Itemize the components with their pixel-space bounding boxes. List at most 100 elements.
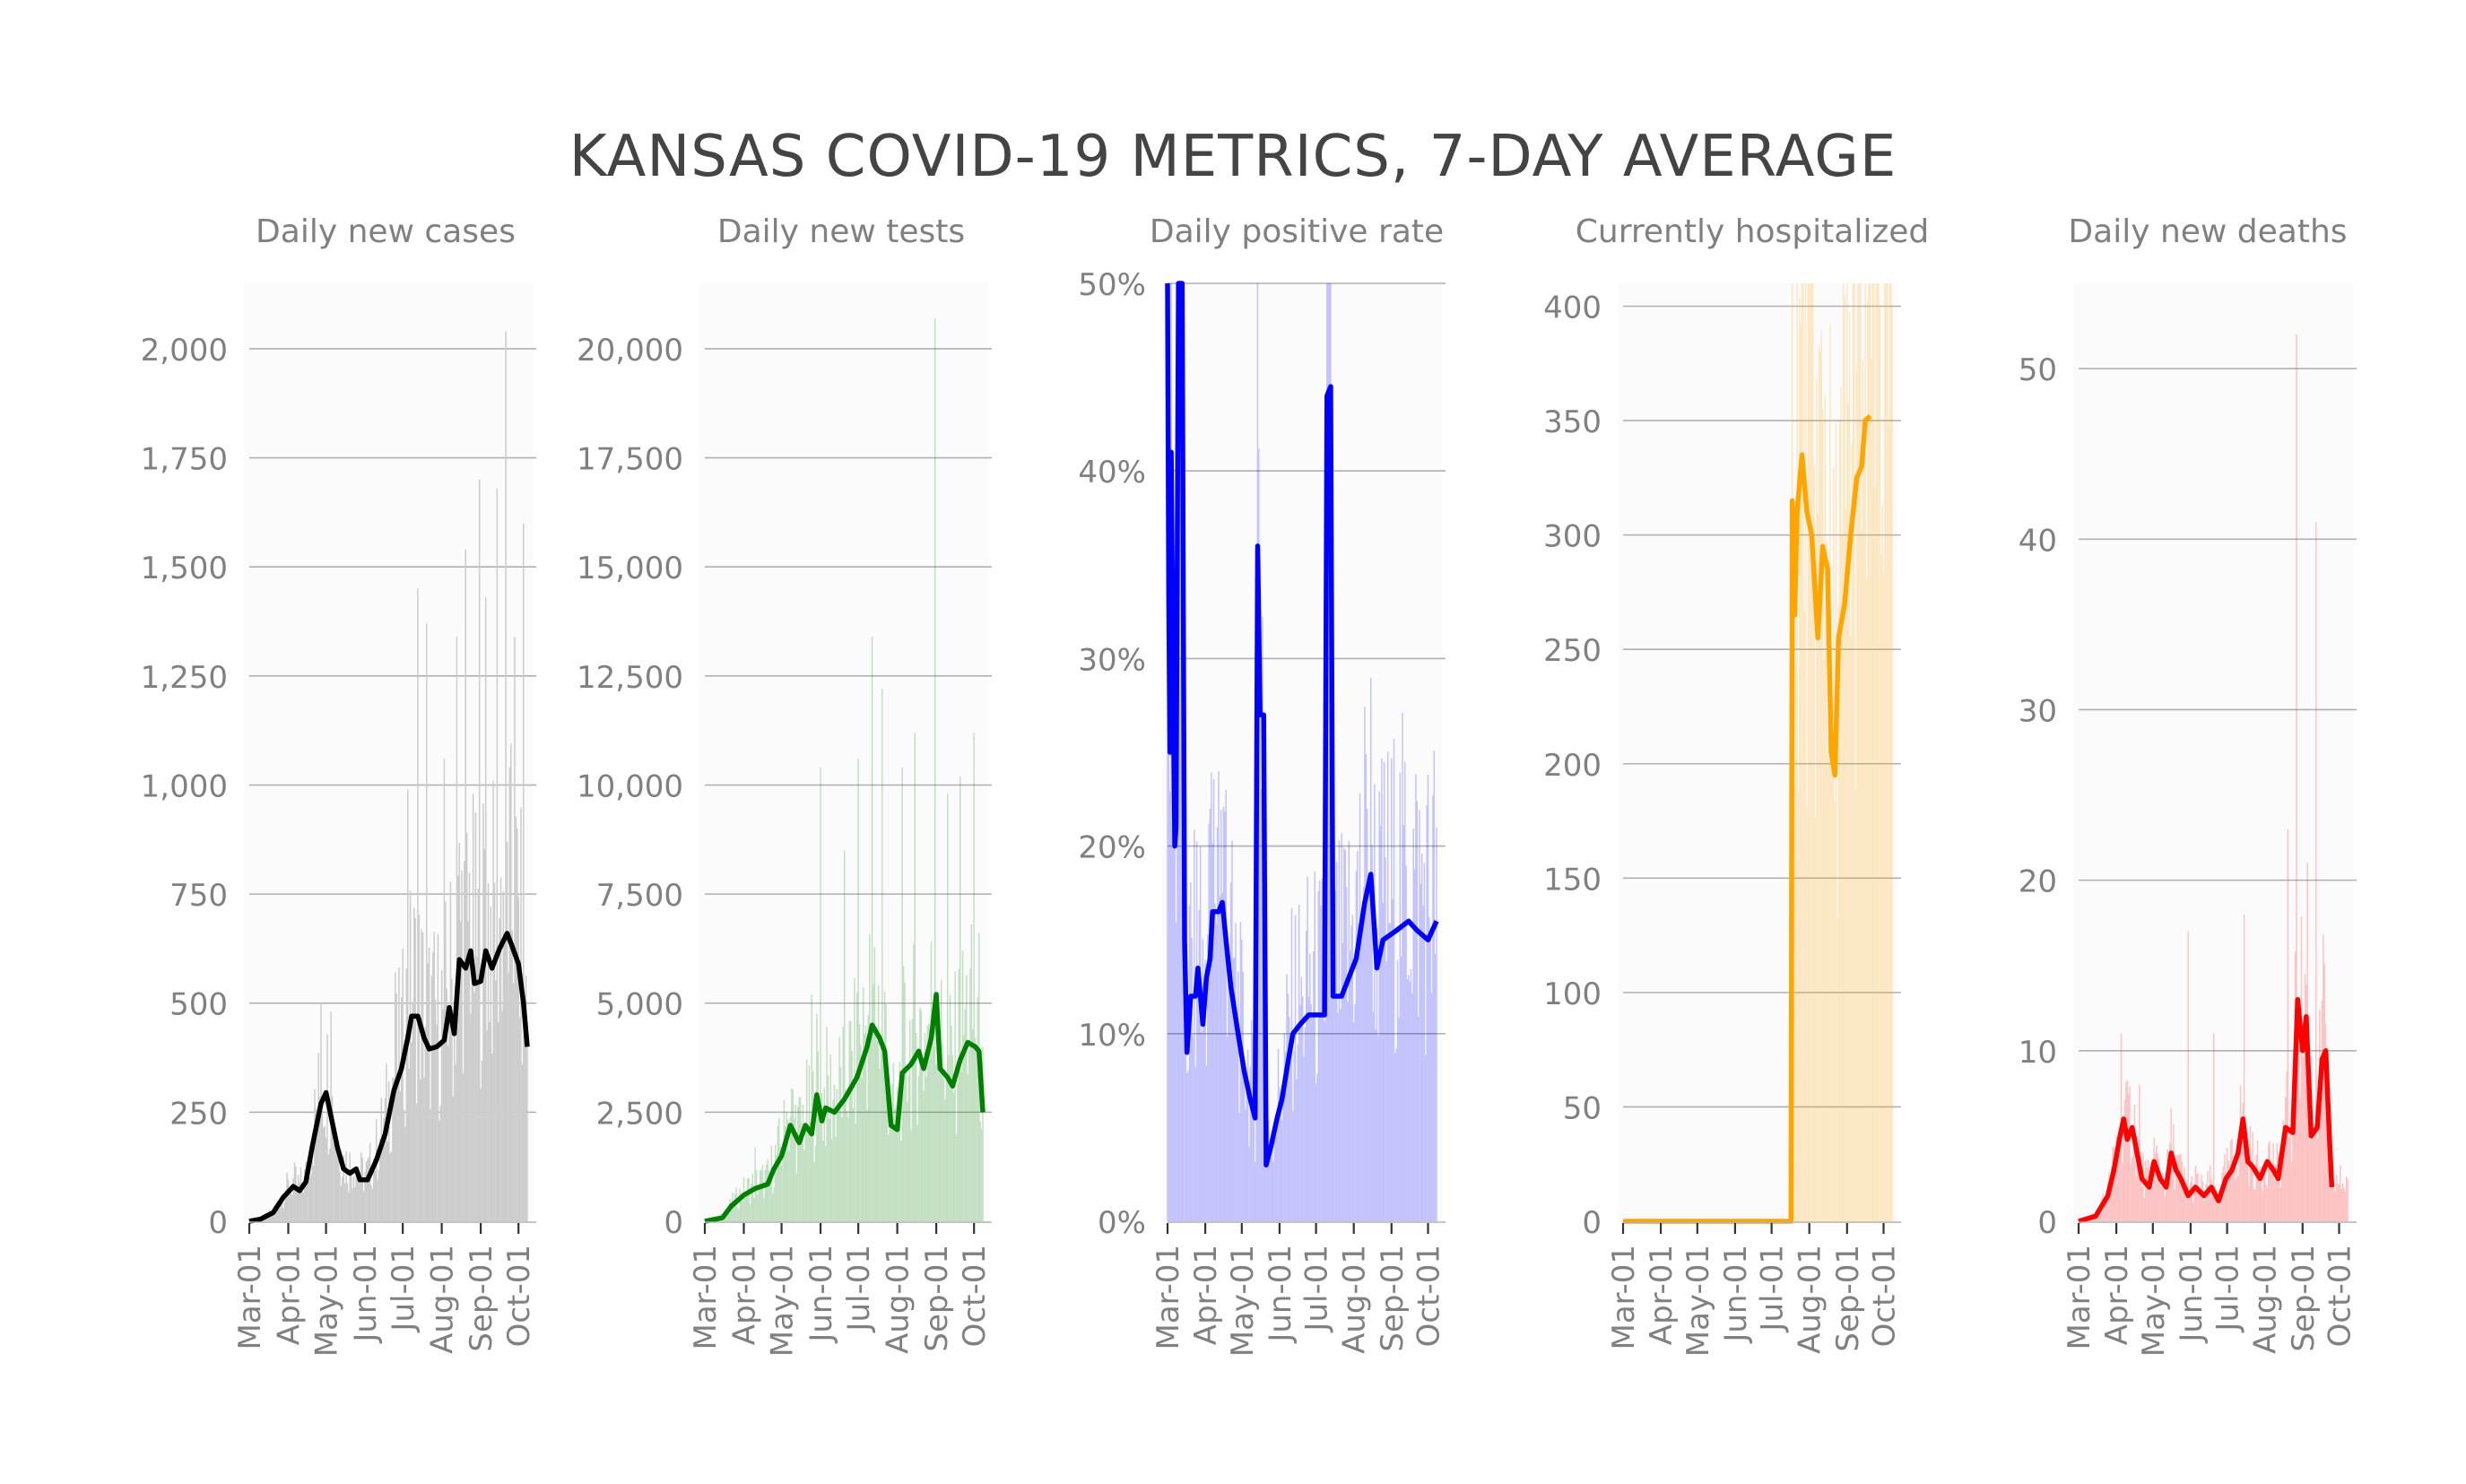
x-tick-label: Jun-01 <box>348 1245 384 1344</box>
x-tick-label: Aug-01 <box>1337 1245 1373 1354</box>
panel-daily-new-deaths: Daily new deaths 0 10 20 30 40 50 Mar-01 Apr-01… <box>2019 213 2358 1357</box>
x-tick-label: May-01 <box>1680 1245 1716 1357</box>
panel-daily-new-cases: Daily new cases 0 250 500 750 1,000 1,250 1,50… <box>141 213 538 1357</box>
y-tick-label: 50 <box>1563 1090 1602 1126</box>
x-tick-label: Apr-01 <box>271 1245 307 1345</box>
y-tick-label: 20% <box>1078 830 1146 866</box>
y-tick-label: 1,750 <box>141 442 228 478</box>
x-tick-label: Mar-01 <box>688 1245 724 1350</box>
y-tick-label: 250 <box>1543 633 1602 669</box>
y-tick-label: 40 <box>2019 523 2057 559</box>
x-tick-label: Jun-01 <box>2174 1245 2210 1344</box>
x-tick-label: Oct-01 <box>501 1245 537 1347</box>
x-tick-label: Aug-01 <box>881 1245 916 1354</box>
panel-title: Daily new tests <box>717 213 965 250</box>
y-tick-label: 1,000 <box>141 768 228 804</box>
panel-title: Daily new deaths <box>2068 213 2347 250</box>
y-tick-label: 400 <box>1543 291 1602 326</box>
y-tick-label: 0 <box>208 1205 228 1241</box>
x-tick-label: Oct-01 <box>2322 1245 2357 1347</box>
y-tick-label: 750 <box>169 878 228 914</box>
x-tick-label: Sep-01 <box>919 1245 955 1352</box>
y-tick-label: 1,250 <box>141 660 228 696</box>
figure-title: KANSAS COVID-19 METRICS, 7-DAY AVERAGE <box>569 124 1897 190</box>
x-tick-label: Aug-01 <box>425 1245 461 1354</box>
x-tick-label: Mar-01 <box>232 1245 268 1350</box>
x-tick-label: Mar-01 <box>1151 1245 1186 1350</box>
panel-daily-positive-rate: Daily positive rate 0% 10% 20% 30% 40% 50% Mar… <box>1078 213 1446 1357</box>
x-tick-label: Jun-01 <box>1718 1245 1754 1344</box>
x-tick-label: May-01 <box>765 1245 801 1357</box>
plot-background <box>1162 283 1442 1221</box>
y-tick-label: 150 <box>1543 862 1602 898</box>
y-tick-label: 50% <box>1078 267 1146 303</box>
y-tick-label: 2,000 <box>141 333 228 369</box>
y-tick-label: 5,000 <box>596 987 683 1023</box>
panel-daily-new-tests: Daily new tests 0 2,500 5,000 7,500 10,000 12… <box>577 213 993 1357</box>
y-tick-label: 50 <box>2019 352 2057 388</box>
y-tick-label: 15,000 <box>577 551 683 586</box>
x-tick-label: Sep-01 <box>2286 1245 2322 1352</box>
y-tick-label: 100 <box>1543 976 1602 1012</box>
x-tick-label: Oct-01 <box>1866 1245 1902 1347</box>
y-tick-label: 17,500 <box>577 442 683 478</box>
y-tick-label: 350 <box>1543 404 1602 440</box>
x-tick-label: Jul-01 <box>2210 1245 2246 1333</box>
daily-bars <box>249 331 528 1221</box>
x-tick-label: Apr-01 <box>1188 1245 1224 1345</box>
panel-title: Daily positive rate <box>1150 213 1444 250</box>
y-tick-label: 7,500 <box>596 878 683 914</box>
y-tick-label: 30 <box>2019 693 2057 729</box>
y-tick-label: 200 <box>1543 748 1602 784</box>
y-tick-label: 30% <box>1078 642 1146 678</box>
y-tick-label: 500 <box>169 987 228 1023</box>
panel-currently-hospitalized: Currently hospitalized 0 50 100 150 200 250 30… <box>1543 213 1929 1357</box>
x-tick-label: Sep-01 <box>1375 1245 1411 1352</box>
y-tick-label: 20 <box>2019 864 2057 900</box>
x-tick-label: Apr-01 <box>726 1245 762 1345</box>
x-tick-label: Sep-01 <box>464 1245 499 1352</box>
x-tick-label: Jul-01 <box>841 1245 877 1333</box>
x-tick-label: May-01 <box>309 1245 345 1357</box>
x-tick-label: Aug-01 <box>2248 1245 2284 1354</box>
x-tick-label: Jul-01 <box>1299 1245 1335 1333</box>
seven-day-average-line <box>704 992 986 1224</box>
y-tick-label: 0 <box>1582 1205 1602 1241</box>
panel-title: Currently hospitalized <box>1576 213 1930 250</box>
seven-day-average-line <box>1165 281 1439 1167</box>
y-tick-label: 1,500 <box>141 551 228 586</box>
y-tick-label: 10 <box>2019 1035 2057 1071</box>
x-tick-label: Mar-01 <box>1606 1245 1642 1350</box>
x-tick-label: Oct-01 <box>1411 1245 1446 1347</box>
x-tick-label: Jul-01 <box>1755 1245 1791 1333</box>
y-tick-label: 250 <box>169 1096 228 1132</box>
x-tick-label: Mar-01 <box>2062 1245 2097 1350</box>
y-tick-label: 0 <box>664 1205 683 1241</box>
x-tick-label: Jun-01 <box>803 1245 839 1344</box>
x-tick-label: Jun-01 <box>1263 1245 1298 1344</box>
y-tick-label: 12,500 <box>577 660 683 696</box>
seven-day-average-line <box>2078 997 2335 1224</box>
y-tick-label: 2,500 <box>596 1096 683 1132</box>
y-tick-label: 10,000 <box>577 768 683 804</box>
y-tick-label: 0% <box>1098 1205 1146 1241</box>
seven-day-average-line <box>248 931 530 1224</box>
x-tick-label: May-01 <box>2136 1245 2172 1357</box>
x-tick-label: May-01 <box>1225 1245 1261 1357</box>
y-tick-label: 0 <box>2037 1205 2057 1241</box>
daily-bars <box>705 317 984 1221</box>
y-tick-label: 20,000 <box>577 333 683 369</box>
y-tick-label: 10% <box>1078 1018 1146 1054</box>
x-tick-label: Sep-01 <box>1830 1245 1866 1352</box>
panel-title: Daily new cases <box>256 213 516 250</box>
x-tick-label: Apr-01 <box>2099 1245 2135 1345</box>
daily-bars <box>1791 283 1893 1221</box>
seven-day-average-line <box>1623 413 1872 1224</box>
y-tick-label: 300 <box>1543 519 1602 555</box>
y-tick-label: 40% <box>1078 455 1146 490</box>
plot-background <box>1618 283 1897 1221</box>
x-tick-label: Aug-01 <box>1793 1245 1828 1354</box>
x-tick-label: Jul-01 <box>386 1245 421 1333</box>
x-tick-label: Oct-01 <box>957 1245 993 1347</box>
